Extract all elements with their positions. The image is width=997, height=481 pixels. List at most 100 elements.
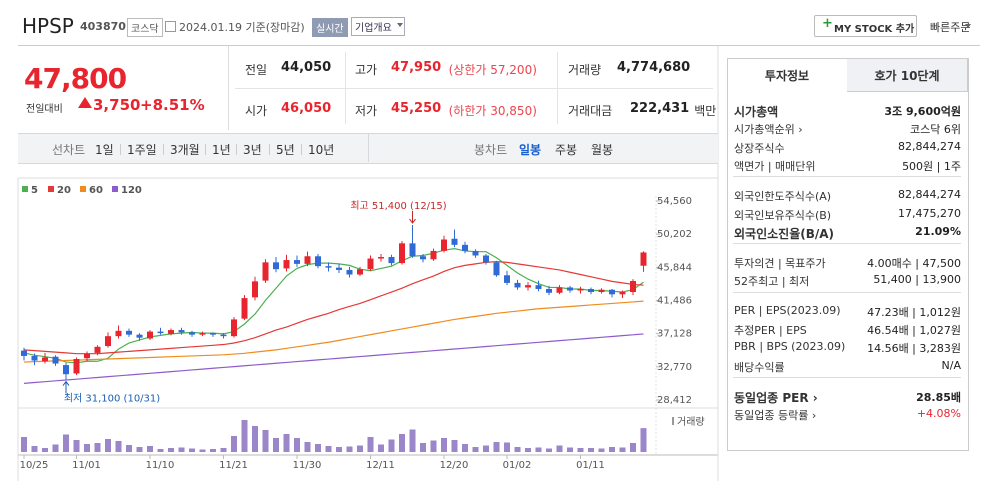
info-label: 동일업종 등락률 › [734, 409, 817, 423]
info-value: +4.08% [916, 407, 961, 421]
volume-bar [388, 439, 395, 452]
candle-period-tab[interactable]: 일봉 [519, 143, 542, 157]
info-tab-label[interactable]: 투자정보 [764, 69, 810, 83]
y-tick-label: 28,412 [657, 395, 692, 406]
volume-bar [378, 444, 384, 452]
candle-body [168, 330, 174, 334]
volume-bar [147, 446, 153, 452]
legend-label: 60 [89, 185, 103, 196]
info-label: 동일업종 PER › [734, 390, 818, 405]
candle-body [73, 358, 80, 374]
volume-bar [304, 442, 311, 452]
group-sep [733, 176, 961, 178]
x-tick-label: 11/10 [146, 460, 175, 471]
period-tab[interactable]: 3개월 [170, 143, 200, 157]
arrow-head [409, 218, 416, 224]
candle-body [273, 262, 279, 270]
candle-period-tab[interactable]: 월봉 [591, 143, 614, 157]
candle-period-tab[interactable]: 주봉 [555, 143, 578, 157]
y-tick-label: 37,128 [657, 329, 692, 340]
summary-note: (하한가 30,850) [448, 104, 537, 118]
current-price: 47,800 [24, 62, 127, 95]
volume-bar [640, 428, 647, 452]
volume-bar [430, 440, 437, 452]
candle-body [357, 269, 363, 275]
volume-bar [556, 445, 563, 452]
volume-bar [42, 448, 48, 452]
legend-label: 20 [57, 185, 71, 196]
candle-body [136, 334, 143, 338]
volume-bar [189, 448, 195, 452]
summary-label: 저가 [355, 104, 378, 118]
candle-body [63, 365, 69, 375]
candle-chart-label: 봉차트 [474, 143, 508, 157]
legend-swatch [80, 186, 86, 192]
header-line [18, 45, 980, 46]
x-tick-label: 12/20 [440, 460, 469, 471]
volume-bar [73, 440, 80, 452]
period-tab[interactable]: 1년 [212, 143, 231, 157]
y-tick-label: 50,202 [657, 229, 692, 240]
candle-body [504, 275, 510, 283]
info-value: 82,844,274 [898, 188, 961, 202]
chart: 5 20 60 120 54,560 50,202 45,844 41,486 37,128 32… [17, 46, 719, 481]
y-tick-label: 45,844 [657, 262, 692, 273]
y-tick-label: 54,560 [657, 196, 692, 207]
candle-body [535, 285, 542, 289]
info-value: 14.56배 | 3,283원 [867, 342, 961, 356]
volume-bar [115, 441, 122, 452]
mystock-text[interactable]: MY STOCK 추가 [834, 24, 915, 35]
candle-body [241, 298, 248, 319]
period-tab[interactable]: 1일 [95, 143, 114, 157]
candle-body [283, 260, 290, 269]
moving-average-line [23, 300, 644, 363]
volume-bar [157, 449, 164, 452]
y-tick-label: 41,486 [657, 296, 692, 307]
info-value: 51,400 | 13,900 [873, 273, 961, 287]
legend-swatch [22, 186, 28, 192]
volume-bar [357, 445, 363, 452]
volume-bar [273, 438, 279, 452]
candle-body [52, 356, 59, 364]
volume-bar [199, 449, 206, 452]
period-tab[interactable]: 5년 [276, 143, 295, 157]
volume-bar [619, 447, 626, 452]
summary-label: 고가 [355, 63, 378, 77]
info-value: 46.54배 | 1,027원 [867, 324, 961, 337]
annotation-text: 최고 51,400 (12/15) [350, 200, 446, 212]
info-tab[interactable] [847, 58, 968, 92]
info-panel [727, 58, 969, 451]
candle-body [420, 256, 426, 260]
period-tab[interactable]: 1주일 [127, 143, 157, 157]
volume-bar [472, 447, 479, 452]
volume-bar [294, 438, 300, 452]
volume-label: 거래량 [677, 416, 705, 428]
candle-body [367, 258, 374, 270]
legend-label: 5 [31, 185, 38, 196]
legend-swatch [112, 186, 118, 192]
info-label: 상장주식수 [734, 141, 785, 155]
candle-body [157, 331, 164, 334]
tab-sep [236, 144, 237, 155]
mystock-button[interactable] [814, 15, 917, 37]
volume-bar [31, 446, 38, 452]
volume-bar [483, 445, 489, 452]
info-value: 82,844,274 [898, 139, 961, 153]
volume-bar [409, 429, 416, 452]
info-value: 코스닥 6위 [910, 123, 961, 137]
candle-body [210, 333, 216, 335]
period-tab[interactable]: 3년 [243, 143, 262, 157]
volume-bar [241, 420, 248, 452]
candle-body [388, 257, 395, 264]
candle-body [588, 288, 594, 293]
candle-body [567, 287, 573, 291]
y-tick-label: 32,770 [657, 362, 692, 373]
x-tick-label: 01/02 [503, 460, 532, 471]
group-sep [733, 243, 961, 245]
volume-bar [63, 434, 69, 452]
period-tab[interactable]: 10년 [308, 143, 335, 157]
quick-order[interactable]: 빠른주문 [930, 21, 971, 34]
company-menu[interactable]: 기업개요 [351, 17, 405, 36]
candle-body [231, 319, 237, 337]
info-tab-label[interactable]: 호가 10단계 [874, 69, 940, 83]
